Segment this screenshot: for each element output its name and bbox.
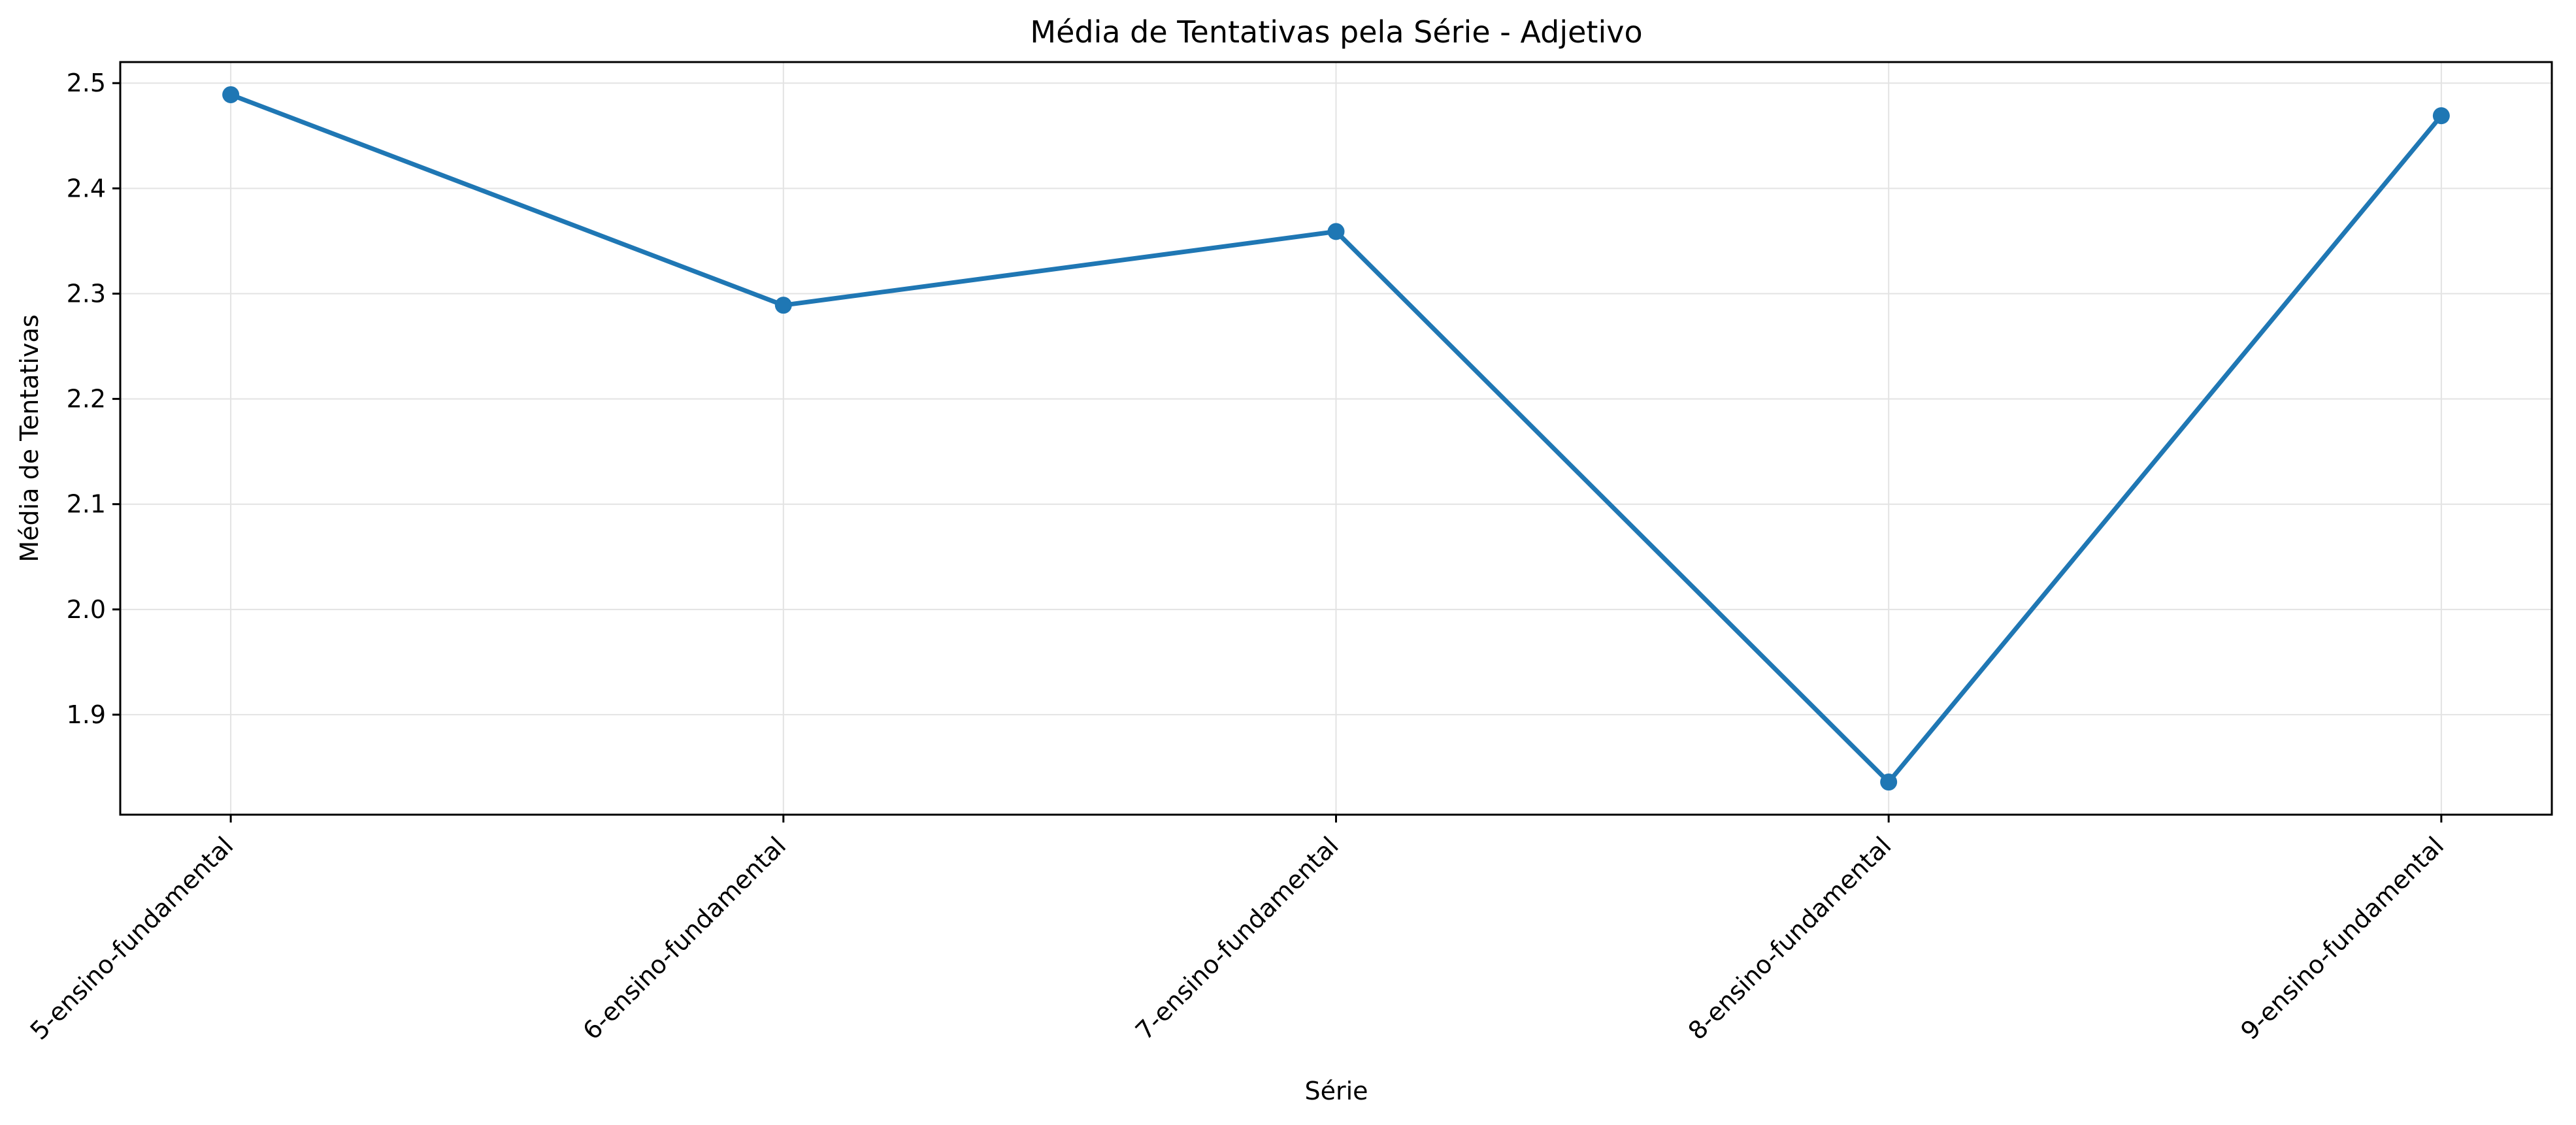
data-point <box>1327 223 1345 240</box>
data-point <box>774 297 792 314</box>
y-tick-label: 2.0 <box>67 595 106 624</box>
y-tick-label: 2.5 <box>67 69 106 97</box>
chart-title: Média de Tentativas pela Série - Adjetiv… <box>1030 14 1642 50</box>
y-tick-label: 1.9 <box>67 700 106 729</box>
y-axis-label: Média de Tentativas <box>15 314 44 562</box>
data-point <box>222 86 240 103</box>
y-tick-label: 2.2 <box>67 385 106 414</box>
data-point <box>1880 774 1898 791</box>
y-axis-ticks: 1.9 2.0 2.1 2.2 2.3 2.4 2.5 <box>67 69 120 729</box>
series-layer <box>222 86 2450 791</box>
y-tick-label: 2.3 <box>67 279 106 308</box>
x-axis-label: Série <box>1304 1077 1368 1105</box>
y-tick-label: 2.1 <box>67 490 106 519</box>
data-point <box>2432 107 2450 125</box>
y-tick-label: 2.4 <box>67 174 106 203</box>
grid-lines <box>120 62 2552 815</box>
plot-frame <box>119 61 2553 816</box>
